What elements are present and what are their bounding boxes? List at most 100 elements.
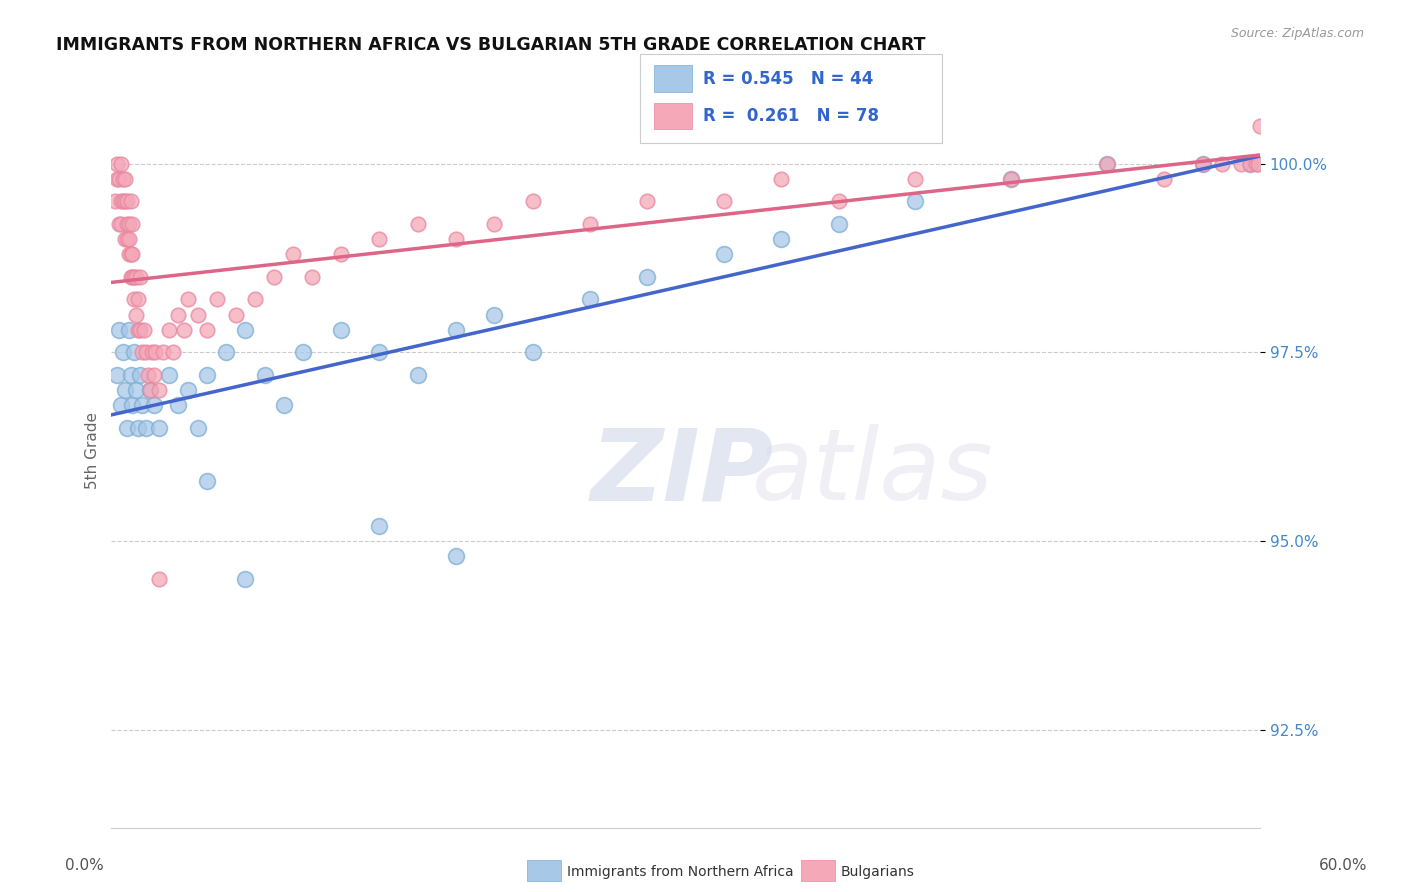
Point bbox=[1095, 156, 1118, 170]
Point bbox=[579, 293, 602, 307]
Point bbox=[138, 383, 160, 397]
Point bbox=[406, 217, 429, 231]
Point bbox=[828, 217, 851, 231]
Point bbox=[120, 269, 142, 284]
Point bbox=[111, 171, 134, 186]
Point bbox=[142, 398, 165, 412]
Point bbox=[291, 345, 314, 359]
Point bbox=[108, 171, 131, 186]
Point bbox=[263, 269, 285, 284]
Point bbox=[135, 421, 157, 435]
Point bbox=[444, 323, 467, 337]
Point bbox=[177, 383, 200, 397]
Point bbox=[157, 368, 180, 382]
Point bbox=[115, 217, 138, 231]
Text: Source: ZipAtlas.com: Source: ZipAtlas.com bbox=[1230, 27, 1364, 40]
Point bbox=[117, 323, 139, 337]
Point bbox=[114, 232, 136, 246]
Point bbox=[121, 247, 143, 261]
Point bbox=[1247, 156, 1270, 170]
Point bbox=[904, 171, 927, 186]
Point bbox=[115, 421, 138, 435]
Point bbox=[120, 247, 142, 261]
Point bbox=[129, 323, 152, 337]
Point bbox=[636, 194, 658, 209]
Point bbox=[330, 247, 353, 261]
Point bbox=[215, 345, 238, 359]
Point bbox=[225, 308, 247, 322]
Text: Bulgarians: Bulgarians bbox=[841, 865, 915, 879]
Point bbox=[173, 323, 195, 337]
Point bbox=[120, 368, 142, 382]
Point bbox=[283, 247, 305, 261]
Point bbox=[110, 398, 132, 412]
Point bbox=[131, 398, 153, 412]
Point bbox=[129, 368, 152, 382]
Point bbox=[522, 194, 544, 209]
Point bbox=[330, 323, 353, 337]
Point bbox=[117, 247, 139, 261]
Point bbox=[406, 368, 429, 382]
Point bbox=[484, 217, 506, 231]
Point bbox=[111, 345, 134, 359]
Point bbox=[368, 519, 391, 533]
Point bbox=[152, 345, 174, 359]
Point bbox=[142, 368, 165, 382]
Point bbox=[1230, 156, 1253, 170]
Point bbox=[1249, 119, 1271, 133]
Point bbox=[1239, 156, 1261, 170]
Point bbox=[145, 345, 167, 359]
Point bbox=[110, 194, 132, 209]
Point bbox=[108, 217, 131, 231]
Point bbox=[1000, 171, 1022, 186]
Point bbox=[124, 269, 146, 284]
Point bbox=[1095, 156, 1118, 170]
Point bbox=[148, 383, 170, 397]
Point bbox=[114, 383, 136, 397]
Point bbox=[124, 293, 146, 307]
Point bbox=[127, 421, 149, 435]
Point bbox=[368, 345, 391, 359]
Point bbox=[148, 421, 170, 435]
Point bbox=[108, 323, 131, 337]
Point bbox=[125, 308, 148, 322]
Point bbox=[105, 171, 128, 186]
Point bbox=[828, 194, 851, 209]
Point bbox=[1191, 156, 1213, 170]
Point bbox=[115, 194, 138, 209]
Point bbox=[713, 247, 735, 261]
Text: Immigrants from Northern Africa: Immigrants from Northern Africa bbox=[567, 865, 793, 879]
Point bbox=[105, 156, 128, 170]
Point bbox=[111, 194, 134, 209]
Point bbox=[135, 345, 157, 359]
Point bbox=[579, 217, 602, 231]
Point bbox=[904, 194, 927, 209]
Point bbox=[132, 323, 155, 337]
Point bbox=[444, 549, 467, 563]
Point bbox=[121, 269, 143, 284]
Point bbox=[114, 194, 136, 209]
Point bbox=[136, 368, 159, 382]
Point bbox=[187, 308, 209, 322]
Text: R = 0.545   N = 44: R = 0.545 N = 44 bbox=[703, 70, 873, 87]
Point bbox=[104, 194, 127, 209]
Point bbox=[235, 323, 257, 337]
Point bbox=[105, 368, 128, 382]
Point bbox=[195, 368, 218, 382]
Point bbox=[167, 308, 190, 322]
Text: 0.0%: 0.0% bbox=[65, 858, 104, 872]
Point bbox=[770, 171, 793, 186]
Point bbox=[117, 217, 139, 231]
Point bbox=[522, 345, 544, 359]
Point bbox=[368, 232, 391, 246]
Text: IMMIGRANTS FROM NORTHERN AFRICA VS BULGARIAN 5TH GRADE CORRELATION CHART: IMMIGRANTS FROM NORTHERN AFRICA VS BULGA… bbox=[56, 36, 925, 54]
Point bbox=[195, 474, 218, 488]
Point bbox=[167, 398, 190, 412]
Point bbox=[253, 368, 276, 382]
Point bbox=[117, 232, 139, 246]
Point bbox=[301, 269, 323, 284]
Point bbox=[713, 194, 735, 209]
Point bbox=[138, 383, 160, 397]
Point bbox=[770, 232, 793, 246]
Point bbox=[205, 293, 228, 307]
